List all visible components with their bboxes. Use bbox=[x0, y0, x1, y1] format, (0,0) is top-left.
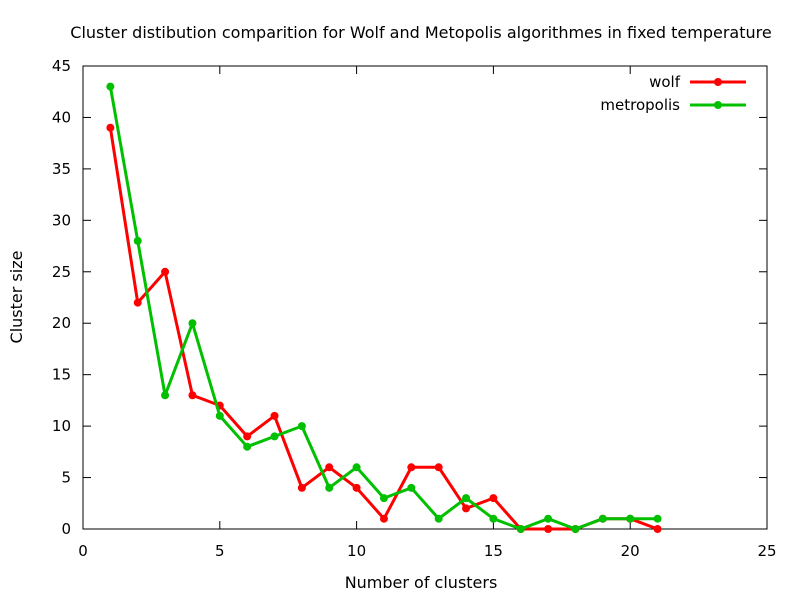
x-axis-label: Number of clusters bbox=[345, 573, 498, 592]
data-point-metropolis bbox=[352, 463, 361, 472]
data-point-metropolis bbox=[188, 319, 197, 328]
x-tick-label: 15 bbox=[484, 542, 503, 560]
x-tick-label: 20 bbox=[621, 542, 640, 560]
y-axis-label: Cluster size bbox=[7, 251, 26, 344]
x-tick-label: 0 bbox=[78, 542, 88, 560]
y-axis: 0 5 10 15 20 25 30 35 40 45 bbox=[52, 57, 767, 538]
legend-marker-wolf bbox=[714, 78, 722, 86]
y-tick-label: 5 bbox=[61, 469, 71, 487]
legend-marker-metropolis bbox=[714, 101, 722, 109]
plot-border bbox=[82, 65, 768, 530]
legend: wolf metropolis bbox=[600, 73, 746, 114]
y-tick-label: 15 bbox=[52, 366, 71, 384]
data-point-wolf bbox=[133, 298, 142, 307]
data-point-metropolis bbox=[407, 483, 416, 492]
data-point-metropolis bbox=[215, 411, 224, 420]
data-point-metropolis bbox=[626, 514, 635, 523]
legend-label-wolf: wolf bbox=[649, 73, 681, 91]
data-point-metropolis bbox=[325, 483, 334, 492]
data-point-metropolis bbox=[434, 514, 443, 523]
data-point-metropolis bbox=[516, 525, 525, 533]
data-point-wolf bbox=[243, 432, 252, 441]
data-point-wolf bbox=[434, 463, 443, 472]
data-point-metropolis bbox=[379, 494, 388, 503]
data-point-metropolis bbox=[270, 432, 279, 441]
data-point-wolf bbox=[270, 411, 279, 420]
data-point-metropolis bbox=[571, 525, 580, 533]
data-point-wolf bbox=[106, 123, 115, 132]
data-point-wolf bbox=[379, 514, 388, 523]
y-tick-label: 0 bbox=[61, 520, 71, 538]
data-point-metropolis bbox=[243, 442, 252, 451]
data-point-wolf bbox=[297, 483, 306, 492]
data-point-metropolis bbox=[489, 514, 498, 523]
x-tick-label: 10 bbox=[347, 542, 366, 560]
data-point-metropolis bbox=[653, 514, 662, 523]
data-point-metropolis bbox=[161, 391, 170, 400]
legend-label-metropolis: metropolis bbox=[600, 96, 680, 114]
y-tick-label: 25 bbox=[52, 263, 71, 281]
data-point-wolf bbox=[188, 391, 197, 400]
x-tick-label: 25 bbox=[757, 542, 776, 560]
data-point-wolf bbox=[489, 494, 498, 503]
data-point-wolf bbox=[325, 463, 334, 472]
x-axis: 0 5 10 15 20 25 bbox=[78, 66, 777, 560]
series-line-metropolis bbox=[108, 86, 658, 531]
data-point-wolf bbox=[544, 525, 553, 533]
data-point-wolf bbox=[407, 463, 416, 472]
series-layer bbox=[106, 82, 662, 533]
y-tick-label: 30 bbox=[52, 211, 71, 229]
data-point-wolf bbox=[161, 267, 170, 276]
data-point-metropolis bbox=[297, 422, 306, 431]
y-tick-label: 10 bbox=[52, 417, 71, 435]
data-point-metropolis bbox=[106, 82, 115, 91]
x-tick-label: 5 bbox=[215, 542, 225, 560]
data-point-metropolis bbox=[598, 514, 607, 523]
data-point-wolf bbox=[653, 525, 662, 533]
data-point-wolf bbox=[462, 504, 471, 513]
y-tick-label: 40 bbox=[52, 108, 71, 126]
data-point-wolf bbox=[352, 483, 361, 492]
plot-frame bbox=[82, 65, 768, 530]
data-point-metropolis bbox=[462, 494, 471, 503]
data-point-metropolis bbox=[544, 514, 553, 523]
data-point-metropolis bbox=[133, 236, 142, 245]
y-tick-label: 35 bbox=[52, 160, 71, 178]
y-tick-label: 45 bbox=[52, 57, 71, 75]
y-tick-label: 20 bbox=[52, 314, 71, 332]
chart-title: Cluster distibution comparition for Wolf… bbox=[70, 23, 771, 42]
